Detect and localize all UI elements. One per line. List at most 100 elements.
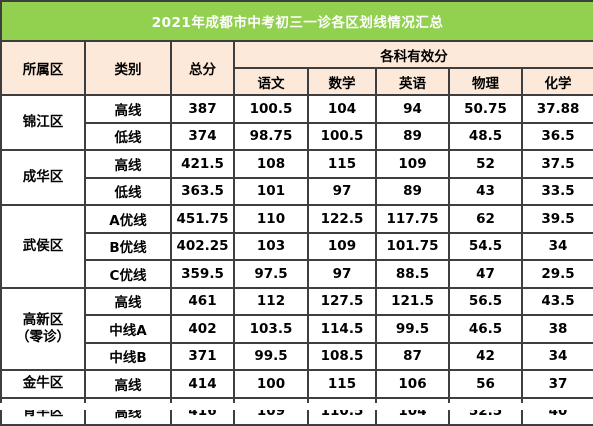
math-cell: 115 (307, 369, 377, 399)
english-cell: 109 (375, 149, 450, 179)
total-cell: 421.5 (170, 149, 235, 179)
chinese-cell: 101 (233, 176, 309, 206)
chemistry-cell: 43.5 (520, 286, 593, 316)
english-cell: 117.75 (375, 204, 450, 234)
chinese-cell: 103.5 (233, 314, 309, 344)
header-subject-english: 英语 (375, 67, 450, 96)
table-title: 2021年成都市中考初三一诊各区划线情况汇总 (0, 0, 593, 42)
chemistry-cell: 39.5 (520, 204, 593, 234)
category-cell: A优线 (84, 204, 172, 234)
category-cell: 高线 (84, 286, 172, 316)
english-cell: 87 (375, 341, 450, 371)
table-row: 中线A 402 103.5 114.5 99.5 46.5 38 (1, 314, 593, 344)
category-cell: 高线 (84, 149, 172, 179)
category-cell: 高线 (84, 396, 172, 426)
table-row: 锦江区 高线 387 100.5 104 94 50.75 37.88 (0, 94, 593, 151)
table-row: 青羊区 高线 416 109 110.5 104 52.5 40 (0, 396, 593, 426)
physics-cell: 46.5 (448, 314, 523, 344)
math-cell: 97 (307, 176, 377, 206)
chemistry-cell: 37.5 (520, 149, 593, 179)
district-name: 高新区 (22, 311, 64, 328)
math-cell: 115 (307, 149, 377, 179)
physics-cell: 50.75 (448, 94, 523, 124)
english-cell: 121.5 (375, 286, 450, 316)
chinese-cell: 109 (233, 396, 309, 426)
category-cell: 中线B (84, 341, 172, 371)
english-cell: 89 (375, 176, 450, 206)
table-row: 高新区 （零诊） 高线 461 112 127.5 121.5 56.5 43.… (0, 286, 593, 371)
english-cell: 104 (375, 396, 450, 426)
header-category: 类别 (84, 40, 172, 96)
category-cell: 低线 (84, 176, 172, 206)
physics-cell: 43 (448, 176, 523, 206)
category-cell: 中线A (84, 314, 172, 344)
district-name: 武侯区 (22, 237, 64, 254)
district-cell: 青羊区 (0, 396, 86, 426)
chinese-cell: 112 (233, 286, 309, 316)
chinese-cell: 108 (233, 149, 309, 179)
physics-cell: 56 (448, 369, 523, 399)
table-row: 武侯区 A优线 451.75 110 122.5 117.75 62 39.5 (0, 204, 593, 289)
header-subject-physics: 物理 (448, 67, 523, 96)
image-bottom-edge (0, 403, 593, 410)
district-cell: 锦江区 (0, 94, 86, 151)
math-cell: 108.5 (307, 341, 377, 371)
physics-cell: 52 (448, 149, 523, 179)
table-row: 金牛区 高线 414 100 115 106 56 37 (0, 369, 593, 399)
district-cell: 金牛区 (0, 369, 86, 399)
total-cell: 416 (170, 396, 235, 426)
physics-cell: 54.5 (448, 231, 523, 261)
english-cell: 99.5 (375, 314, 450, 344)
table-row: C优线 359.5 97.5 97 88.5 47 29.5 (1, 259, 593, 289)
chemistry-cell: 33.5 (520, 176, 593, 206)
header-total: 总分 (170, 40, 235, 96)
physics-cell: 62 (448, 204, 523, 234)
total-cell: 451.75 (170, 204, 235, 234)
header-subjects-group: 各科有效分 (232, 40, 593, 69)
math-cell: 114.5 (307, 314, 377, 344)
district-name: 锦江区 (22, 114, 64, 130)
math-cell: 110.5 (307, 396, 377, 426)
table-row: B优线 402.25 103 109 101.75 54.5 34 (1, 231, 593, 261)
chinese-cell: 100.5 (233, 94, 309, 124)
category-cell: 高线 (84, 369, 172, 399)
chemistry-cell: 36.5 (520, 121, 593, 151)
chinese-cell: 98.75 (233, 121, 309, 151)
chinese-cell: 97.5 (233, 259, 309, 289)
district-cell: 武侯区 (0, 204, 86, 289)
header-district: 所属区 (0, 40, 86, 96)
chemistry-cell: 40 (520, 396, 593, 426)
chinese-cell: 99.5 (233, 341, 309, 371)
category-cell: C优线 (84, 259, 172, 289)
chinese-cell: 100 (233, 369, 309, 399)
english-cell: 101.75 (375, 231, 450, 261)
header-subject-chemistry: 化学 (520, 67, 593, 96)
physics-cell: 42 (448, 341, 523, 371)
chemistry-cell: 29.5 (520, 259, 593, 289)
chemistry-cell: 34 (520, 341, 593, 371)
category-cell: 低线 (84, 121, 172, 151)
english-cell: 89 (375, 121, 450, 151)
english-cell: 106 (375, 369, 450, 399)
district-cell: 高新区 （零诊） (0, 286, 86, 371)
physics-cell: 48.5 (448, 121, 523, 151)
total-cell: 402 (170, 314, 235, 344)
chemistry-cell: 37 (520, 369, 593, 399)
math-cell: 109 (307, 231, 377, 261)
math-cell: 127.5 (307, 286, 377, 316)
chemistry-cell: 37.88 (520, 94, 593, 124)
district-name: 金牛区 (22, 375, 64, 392)
total-cell: 371 (170, 341, 235, 371)
math-cell: 97 (307, 259, 377, 289)
district-note: （零诊） (16, 328, 70, 345)
table-row: 低线 374 98.75 100.5 89 48.5 36.5 (1, 121, 593, 151)
category-cell: B优线 (84, 231, 172, 261)
table-row: 低线 363.5 101 97 89 43 33.5 (1, 176, 593, 206)
total-cell: 402.25 (170, 231, 235, 261)
total-cell: 387 (170, 94, 235, 124)
total-cell: 414 (170, 369, 235, 399)
chinese-cell: 110 (233, 204, 309, 234)
total-cell: 461 (170, 286, 235, 316)
